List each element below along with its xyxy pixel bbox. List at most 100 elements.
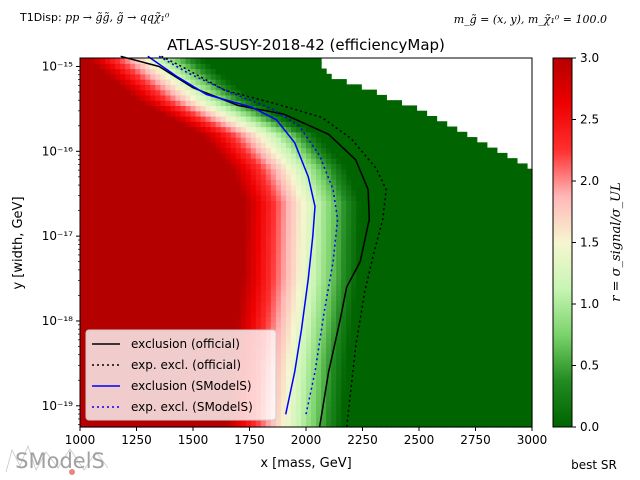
heatmap-cell bbox=[240, 263, 247, 270]
heatmap-cell bbox=[326, 321, 332, 328]
heatmap-cell bbox=[416, 347, 423, 354]
heatmap-cell bbox=[386, 173, 392, 180]
heatmap-cell bbox=[421, 400, 428, 407]
heatmap-cell bbox=[346, 253, 352, 259]
heatmap-cell bbox=[265, 163, 272, 170]
heatmap-cell bbox=[431, 337, 438, 344]
heatmap-cell bbox=[306, 411, 312, 418]
heatmap-cell bbox=[421, 258, 428, 265]
heatmap-cell bbox=[416, 384, 423, 391]
heatmap-cell bbox=[396, 253, 403, 259]
heatmap-cell bbox=[436, 137, 443, 143]
heatmap-cell bbox=[521, 416, 528, 423]
heatmap-cell bbox=[255, 263, 262, 270]
heatmap-cell bbox=[195, 237, 202, 244]
heatmap-cell bbox=[155, 300, 161, 307]
heatmap-cell bbox=[130, 158, 136, 165]
heatmap-cell bbox=[135, 205, 141, 212]
heatmap-cell bbox=[285, 363, 292, 370]
heatmap-cell bbox=[356, 189, 362, 196]
heatmap-cell bbox=[331, 289, 337, 296]
heatmap-cell bbox=[275, 411, 282, 418]
heatmap-cell bbox=[506, 158, 513, 165]
heatmap-cell bbox=[391, 321, 397, 328]
heatmap-cell bbox=[205, 173, 212, 180]
heatmap-cell bbox=[511, 353, 518, 360]
heatmap-cell bbox=[361, 210, 367, 217]
heatmap-cell bbox=[255, 311, 262, 317]
heatmap-cell bbox=[120, 295, 126, 302]
heatmap-cell bbox=[130, 258, 136, 265]
heatmap-cell bbox=[436, 279, 443, 286]
heatmap-cell bbox=[115, 247, 121, 254]
heatmap-cell bbox=[250, 189, 257, 196]
heatmap-cell bbox=[220, 321, 227, 328]
heatmap-cell bbox=[130, 284, 136, 291]
heatmap-cell bbox=[501, 158, 508, 165]
heatmap-cell bbox=[80, 195, 86, 201]
heatmap-cell bbox=[210, 184, 217, 191]
heatmap-cell bbox=[351, 253, 357, 259]
heatmap-cell bbox=[135, 142, 141, 149]
heatmap-cell bbox=[426, 137, 433, 143]
heatmap-cell bbox=[205, 258, 212, 265]
heatmap-cell bbox=[416, 395, 423, 402]
heatmap-cell bbox=[421, 379, 428, 386]
heatmap-cell bbox=[235, 195, 242, 201]
heatmap-cell bbox=[295, 184, 302, 191]
heatmap-cell bbox=[190, 258, 197, 265]
heatmap-cell bbox=[346, 416, 352, 423]
heatmap-cell bbox=[401, 242, 408, 249]
heatmap-cell bbox=[185, 195, 192, 201]
heatmap-cell bbox=[215, 258, 222, 265]
heatmap-cell bbox=[290, 279, 297, 286]
heatmap-cell bbox=[481, 358, 488, 365]
heatmap-cell bbox=[250, 242, 257, 249]
heatmap-cell bbox=[105, 147, 111, 154]
heatmap-cell bbox=[280, 200, 287, 207]
heatmap-cell bbox=[341, 131, 347, 138]
heatmap-cell bbox=[491, 279, 498, 286]
heatmap-cell bbox=[526, 390, 533, 396]
heatmap-cell bbox=[105, 221, 111, 228]
heatmap-cell bbox=[235, 226, 242, 233]
heatmap-cell bbox=[481, 268, 488, 275]
heatmap-cell bbox=[100, 247, 106, 254]
heatmap-cell bbox=[441, 379, 448, 386]
heatmap-cell bbox=[506, 205, 513, 212]
heatmap-cell bbox=[265, 131, 272, 138]
heatmap-cell bbox=[356, 321, 362, 328]
heatmap-cell bbox=[326, 179, 332, 186]
heatmap-cell bbox=[285, 332, 292, 338]
heatmap-cell bbox=[421, 242, 428, 249]
heatmap-cell bbox=[451, 395, 458, 402]
heatmap-cell bbox=[331, 163, 337, 170]
heatmap-cell bbox=[426, 353, 433, 360]
heatmap-cell bbox=[481, 342, 488, 349]
heatmap-cell bbox=[461, 411, 468, 418]
heatmap-cell bbox=[421, 374, 428, 381]
heatmap-cell bbox=[471, 173, 478, 180]
heatmap-cell bbox=[446, 189, 453, 196]
heatmap-cell bbox=[471, 268, 478, 275]
heatmap-cell bbox=[506, 179, 513, 186]
heatmap-cell bbox=[426, 158, 433, 165]
heatmap-cell bbox=[95, 131, 101, 138]
heatmap-cell bbox=[185, 163, 192, 170]
heatmap-cell bbox=[185, 226, 192, 233]
heatmap-cell bbox=[170, 253, 177, 259]
heatmap-cell bbox=[331, 263, 337, 270]
heatmap-cell bbox=[346, 300, 352, 307]
heatmap-cell bbox=[80, 279, 86, 286]
heatmap-cell bbox=[265, 205, 272, 212]
heatmap-cell bbox=[346, 231, 352, 238]
heatmap-cell bbox=[391, 237, 397, 244]
heatmap-cell bbox=[346, 284, 352, 291]
heatmap-cell bbox=[230, 184, 237, 191]
heatmap-cell bbox=[285, 242, 292, 249]
heatmap-cell bbox=[165, 131, 171, 138]
heatmap-cell bbox=[290, 395, 297, 402]
heatmap-cell bbox=[165, 195, 171, 201]
heatmap-cell bbox=[210, 200, 217, 207]
heatmap-cell bbox=[255, 231, 262, 238]
